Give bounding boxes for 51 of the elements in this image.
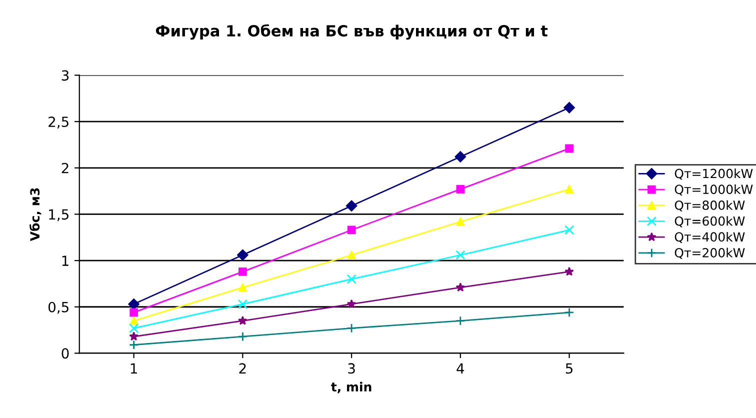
point [128,340,139,350]
point [237,249,248,261]
point [238,299,248,309]
y-tick-label: 2 [62,162,68,174]
chart-title: Фигура 1. Обем на БС във функция от Qт и t [156,24,548,40]
point [129,332,138,341]
point [128,298,140,310]
x-tick-label: 4 [456,363,464,374]
y-tick-label: 0,5 [48,302,68,314]
legend-label: Qт=1000kW [674,184,753,196]
point [456,316,466,326]
point [565,144,574,153]
point [128,323,139,334]
legend-label: Qт=400kW [674,232,745,244]
point [346,323,356,334]
legend-label: Qт=600kW [674,216,745,228]
x-tick-label: 2 [239,363,246,374]
point [347,250,356,260]
point [238,316,248,325]
point [130,316,138,325]
point [346,200,358,212]
point [238,283,247,292]
point [564,225,574,235]
legend-label: Qт=800kW [674,200,745,212]
y-tick-label: 2,5 [48,116,68,128]
point [346,299,356,308]
point [564,266,574,276]
legend-label: Qт=1200kW [674,168,753,180]
x-axis-title: t, min [331,382,372,394]
y-tick-label: 1,5 [49,209,68,222]
point [565,185,574,194]
x-tick-label: 5 [566,363,572,374]
point [238,268,247,276]
y-tick-label: 0 [62,348,69,359]
point [456,250,466,260]
point [346,274,356,284]
point [238,332,248,342]
x-tick-label: 3 [348,363,355,374]
y-axis-title: Vбс, м3 [30,188,42,242]
point [456,282,466,292]
legend-label: Qт=200kW [674,248,745,259]
y-tick-label: 1 [62,256,68,266]
point [564,308,574,318]
point [456,185,465,194]
point [454,151,466,162]
point [347,226,356,234]
y-tick-label: 3 [62,70,69,81]
point [130,308,138,317]
point [456,217,465,226]
point [564,102,575,114]
x-tick-label: 1 [130,363,137,374]
